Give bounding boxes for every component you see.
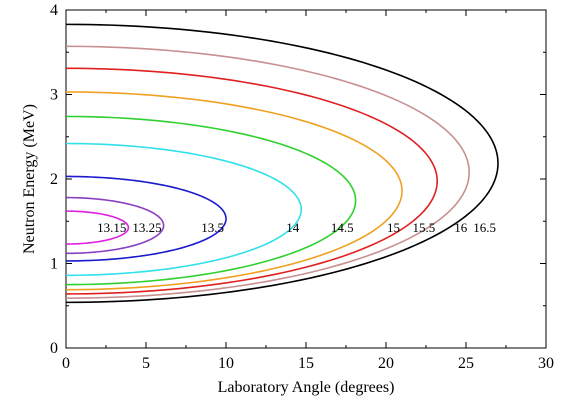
series-line — [65, 23, 499, 304]
series-label: 14 — [286, 220, 300, 235]
series-line — [65, 196, 165, 255]
series-line — [65, 210, 130, 245]
ticks-layer: 0 5 10 15 20 25 30 0 1 2 3 4 — [50, 2, 554, 372]
x-tick-label: 20 — [378, 355, 394, 372]
x-tick-label: 30 — [538, 355, 554, 372]
plot-area-frame — [65, 9, 547, 349]
series-line — [65, 91, 403, 291]
series-label: 13.15 — [97, 220, 126, 235]
series-line — [65, 175, 227, 262]
y-tick-label: 3 — [50, 87, 58, 104]
series-label: 16 — [454, 220, 468, 235]
series-label: 13.5 — [201, 220, 224, 235]
y-tick-label: 4 — [50, 2, 58, 19]
y-tick-label: 0 — [50, 340, 58, 357]
y-axis-title: Neutron Energy (MeV) — [21, 104, 38, 254]
x-tick-label: 15 — [298, 355, 314, 372]
series-line — [65, 115, 357, 286]
x-tick-label: 0 — [62, 355, 70, 372]
series-label: 16.5 — [473, 220, 496, 235]
series-label: 13.25 — [132, 220, 161, 235]
x-axis-title: Laboratory Angle (degrees) — [218, 379, 395, 396]
y-tick-label: 1 — [50, 256, 58, 273]
series-line — [65, 67, 439, 295]
x-tick-label: 5 — [142, 355, 150, 372]
series-label: 15.5 — [412, 220, 435, 235]
series-line — [65, 142, 303, 277]
x-tick-label: 25 — [458, 355, 474, 372]
series-label: 14.5 — [331, 220, 354, 235]
series-line — [65, 45, 471, 299]
curves-layer — [65, 23, 499, 304]
labels-layer: 13.15 13.25 13.5 14 14.5 15 15.5 16 16.5 — [97, 220, 496, 235]
y-tick-label: 2 — [50, 171, 58, 188]
x-tick-label: 10 — [218, 355, 234, 372]
series-label: 15 — [387, 220, 400, 235]
